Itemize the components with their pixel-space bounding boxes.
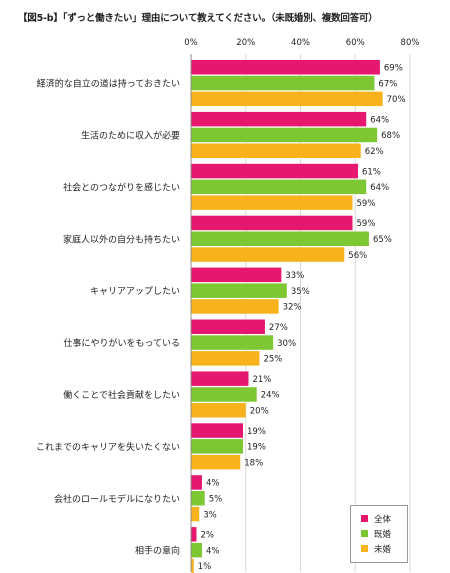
bar: [191, 179, 367, 195]
bar-value-label: 33%: [285, 271, 304, 281]
x-tick-label: 40%: [291, 38, 310, 48]
bar-value-label: 1%: [198, 562, 212, 572]
bar: [191, 283, 287, 298]
category-label: キャリアアップしたい: [90, 286, 180, 297]
bar-value-label: 59%: [357, 199, 376, 209]
category-label: 社会とのつながりを感じたい: [63, 181, 180, 193]
bar: [191, 439, 244, 454]
bar: [191, 299, 279, 314]
legend-item-married: 既婚: [361, 526, 407, 541]
category-label: 仕事にやりがいをもっている: [63, 337, 180, 349]
legend-swatch-single: [361, 545, 368, 552]
bar: [191, 475, 202, 490]
bar-value-label: 4%: [206, 546, 220, 556]
bar: [191, 542, 202, 558]
bar: [191, 387, 257, 402]
bar: [191, 403, 246, 418]
bar: [191, 454, 241, 470]
bar: [191, 215, 353, 231]
bar: [191, 60, 380, 75]
bar-value-label: 64%: [370, 183, 389, 193]
bar-value-label: 3%: [203, 510, 217, 520]
bar: [191, 423, 244, 438]
bar: [191, 247, 345, 262]
legend-label-single: 未婚: [374, 544, 392, 555]
bar-value-label: 65%: [373, 235, 392, 245]
bar: [191, 91, 383, 107]
x-tick-label: 80%: [401, 38, 420, 48]
bar-value-label: 4%: [206, 479, 220, 489]
x-tick-label: 0%: [184, 38, 198, 48]
bar: [191, 75, 375, 91]
category-label: これまでのキャリアを失いたくない: [36, 441, 180, 453]
bar-value-label: 27%: [269, 323, 288, 333]
legend-swatch-married: [361, 530, 368, 537]
x-tick-label: 60%: [346, 38, 365, 48]
legend-item-single: 未婚: [361, 541, 407, 556]
bar-value-label: 21%: [252, 375, 271, 385]
bar: [191, 351, 260, 366]
legend-item-all: 全体: [361, 511, 407, 526]
bar-value-label: 61%: [362, 167, 381, 177]
category-label: 経済的な自立の道は持っておきたい: [37, 78, 180, 90]
bar-value-label: 62%: [365, 147, 384, 157]
legend-label-married: 既婚: [374, 529, 392, 540]
category-label: 生活のために収入が必要: [81, 129, 180, 141]
bar-value-label: 5%: [209, 494, 223, 504]
bar: [191, 163, 358, 179]
bar: [191, 111, 367, 127]
bar-value-label: 35%: [291, 287, 310, 297]
bar: [191, 335, 274, 350]
bar-value-label: 20%: [250, 406, 269, 416]
bar-value-label: 32%: [283, 303, 302, 313]
bar-value-label: 25%: [263, 355, 282, 365]
bar: [191, 319, 265, 334]
bar: [191, 127, 378, 143]
bar: [191, 267, 282, 283]
category-label: 働くことで社会貢献をしたい: [63, 389, 180, 401]
bar-value-label: 24%: [261, 391, 280, 401]
bar-value-label: 67%: [378, 79, 397, 89]
bar-value-label: 56%: [348, 251, 367, 261]
category-label: 相手の意向: [135, 545, 180, 557]
legend: 全体 既婚 未婚: [350, 505, 408, 563]
bar-value-label: 70%: [387, 95, 406, 105]
bar-value-label: 19%: [247, 427, 266, 437]
bar-value-label: 69%: [384, 63, 403, 73]
bar-value-label: 18%: [244, 458, 263, 468]
legend-label-all: 全体: [374, 514, 392, 525]
chart-title: 【図5-b】「ずっと働きたい」理由について教えてください。（未既婚別、複数回答可…: [18, 13, 378, 24]
bar-value-label: 68%: [381, 131, 400, 141]
category-label: 会社のロールモデルになりたい: [54, 493, 180, 505]
bar-value-label: 64%: [370, 115, 389, 125]
category-label: 家庭人以外の自分も持ちたい: [63, 233, 180, 245]
bar-value-label: 59%: [357, 219, 376, 229]
bar: [191, 195, 353, 210]
bar: [191, 506, 200, 522]
bar: [191, 143, 361, 158]
bar: [191, 527, 197, 542]
legend-swatch-all: [361, 515, 368, 522]
bar-value-label: 30%: [277, 339, 296, 349]
bar-value-label: 2%: [200, 531, 214, 541]
bar-value-label: 19%: [247, 443, 266, 453]
bar: [191, 371, 249, 386]
bar: [191, 231, 369, 246]
bar: [191, 558, 194, 573]
bar: [191, 491, 205, 506]
x-tick-label: 20%: [236, 38, 255, 48]
